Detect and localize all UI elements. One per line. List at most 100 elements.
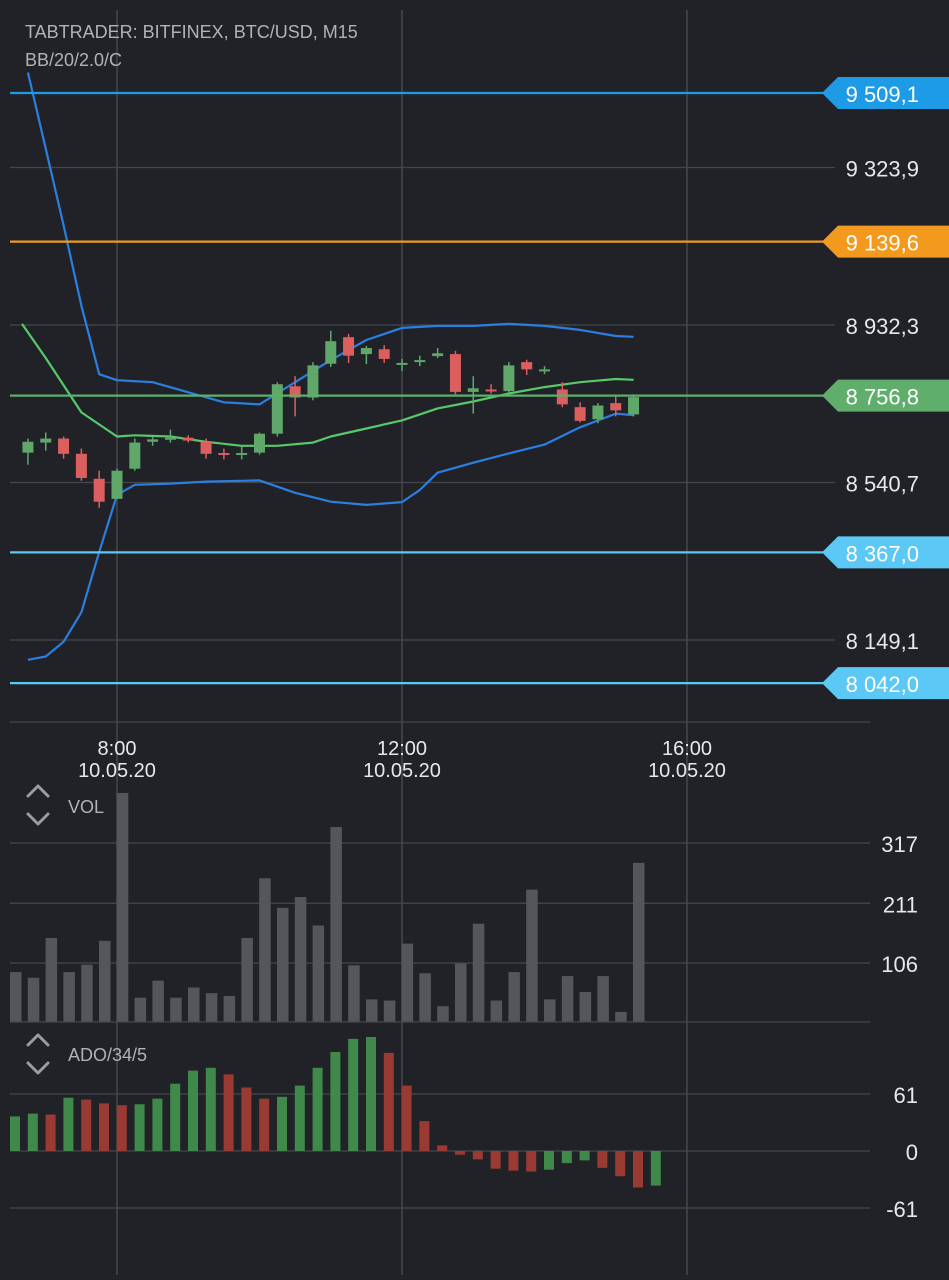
volume-bar	[27, 977, 40, 1022]
ado-bar	[650, 1151, 661, 1186]
candle-body	[182, 437, 194, 441]
ado-bar	[259, 1098, 270, 1151]
candle-body	[610, 403, 622, 411]
ado-bar	[419, 1121, 430, 1151]
volume-bar	[152, 980, 164, 1022]
volume-bar	[579, 992, 592, 1022]
volume-panel-label: VOL	[68, 797, 104, 817]
candle	[325, 330, 337, 367]
candle	[307, 362, 319, 401]
candle-body	[485, 389, 497, 392]
volume-bar	[490, 1000, 503, 1022]
chart-title: TABTRADER: BITFINEX, BTC/USD, M15	[25, 22, 358, 42]
volume-bar	[419, 973, 431, 1022]
volume-bar	[205, 993, 218, 1022]
candle	[432, 348, 444, 359]
candle	[449, 350, 461, 395]
price-level-tag-shape	[822, 667, 949, 700]
candle-body	[254, 433, 265, 453]
volume-bar	[366, 999, 378, 1022]
price-level-value: 9 139,6	[846, 231, 919, 256]
volume-bar	[81, 964, 93, 1022]
ado-bar	[294, 1085, 305, 1151]
chevron-down-icon	[26, 1061, 50, 1075]
ado-bar	[10, 1116, 20, 1151]
ado-bar	[99, 1103, 109, 1151]
volume-bar	[241, 937, 253, 1022]
ado-bar	[615, 1151, 626, 1177]
candle	[75, 448, 87, 481]
candle-body	[218, 453, 230, 456]
candle-body	[414, 360, 426, 363]
candle-body	[271, 384, 283, 434]
candle-body	[325, 341, 337, 364]
price-level-tag-shape	[822, 225, 949, 258]
candle-body	[147, 439, 159, 442]
candle-body	[574, 407, 586, 421]
ado-bar	[597, 1151, 608, 1168]
volume-bar	[10, 972, 22, 1022]
volume-bar	[277, 907, 289, 1022]
candle-body	[432, 353, 444, 357]
indicator-label: BB/20/2.0/C	[25, 50, 122, 70]
candle	[200, 438, 212, 459]
candle-body	[396, 362, 408, 365]
candle-body	[378, 349, 390, 359]
ado-bar	[134, 1104, 145, 1151]
ado-panel-resize-arrows[interactable]	[22, 1030, 52, 1076]
price-level-tag-shape	[822, 536, 949, 569]
candle-body	[200, 441, 212, 454]
candle	[592, 403, 604, 424]
price-level-tag: 8 042,0	[822, 667, 949, 700]
ado-bar	[348, 1038, 359, 1151]
ado-bar	[205, 1067, 216, 1151]
volume-axis-label: 106	[881, 952, 918, 977]
price-level-value: 8 367,0	[846, 541, 919, 566]
volume-bar	[633, 862, 645, 1022]
ado-bar	[490, 1151, 501, 1169]
chevron-up-icon	[26, 1033, 50, 1047]
volume-bar	[63, 972, 75, 1022]
volume-bar	[597, 976, 609, 1022]
chevron-up-icon	[26, 784, 50, 798]
candle	[164, 429, 176, 443]
candle	[343, 333, 355, 363]
ado-bar	[472, 1151, 483, 1160]
ado-panel-arrows	[26, 1033, 50, 1075]
price-axis-label: 8 540,7	[846, 472, 919, 497]
price-level-tag: 9 509,1	[822, 77, 949, 109]
ado-bar	[277, 1096, 287, 1151]
candle-body	[343, 337, 355, 356]
volume-bar	[544, 999, 556, 1022]
candle	[539, 366, 550, 375]
candle-body	[111, 470, 123, 499]
candle	[378, 345, 390, 363]
volume-bar	[526, 889, 538, 1022]
ado-bar	[152, 1098, 163, 1151]
volume-bar	[348, 965, 360, 1022]
ado-bar	[116, 1105, 127, 1151]
candle	[40, 432, 52, 451]
candle-body	[360, 348, 372, 355]
volume-bar	[45, 937, 58, 1022]
candle-body	[628, 397, 640, 415]
candle	[503, 362, 515, 394]
candle	[396, 358, 408, 371]
volume-bar	[615, 1011, 627, 1022]
ado-panel-label: ADO/34/5	[68, 1045, 147, 1065]
candle	[111, 468, 123, 499]
volume-axis-label: 211	[883, 892, 918, 917]
ado-bar	[508, 1151, 519, 1171]
date-axis-label: 10.05.20	[78, 760, 156, 782]
volume-bar	[437, 1006, 449, 1022]
volume-bar	[472, 923, 485, 1022]
volume-panel-resize-arrows[interactable]	[22, 782, 52, 828]
candle	[147, 436, 159, 446]
ado-axis-label: 61	[894, 1083, 918, 1108]
ado-bar	[526, 1151, 537, 1172]
candle	[93, 470, 105, 508]
volume-bar	[383, 1000, 396, 1022]
date-axis-label: 10.05.20	[648, 760, 726, 782]
